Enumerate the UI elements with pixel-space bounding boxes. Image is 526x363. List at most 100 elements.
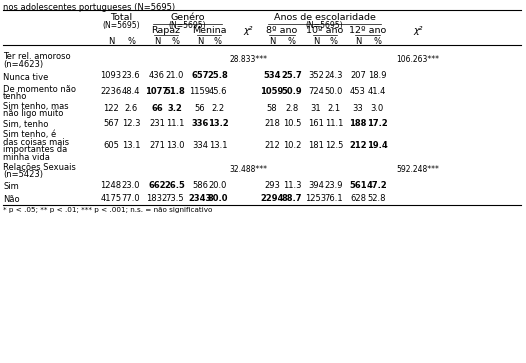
Text: 33: 33 [352, 104, 363, 113]
Text: 336: 336 [191, 119, 209, 128]
Text: N: N [355, 37, 361, 46]
Text: 567: 567 [103, 119, 119, 128]
Text: 50.0: 50.0 [325, 87, 343, 96]
Text: 334: 334 [192, 140, 208, 150]
Text: 212: 212 [349, 140, 367, 150]
Text: 2.8: 2.8 [286, 104, 299, 113]
Text: 1059: 1059 [260, 87, 284, 96]
Text: 231: 231 [149, 119, 165, 128]
Text: 32.488***: 32.488*** [229, 165, 267, 174]
Text: 23.6: 23.6 [122, 72, 140, 81]
Text: 218: 218 [264, 119, 280, 128]
Text: Não: Não [3, 195, 19, 204]
Text: 561: 561 [349, 181, 367, 190]
Text: Sim tenho, é: Sim tenho, é [3, 131, 56, 139]
Text: 586: 586 [192, 181, 208, 190]
Text: De momento não: De momento não [3, 85, 76, 94]
Text: 106.263***: 106.263*** [397, 54, 440, 64]
Text: 25.8: 25.8 [208, 72, 228, 81]
Text: 592.248***: 592.248*** [397, 165, 439, 174]
Text: N: N [197, 37, 203, 46]
Text: 534: 534 [263, 72, 281, 81]
Text: %: % [171, 37, 179, 46]
Text: %: % [127, 37, 135, 46]
Text: 122: 122 [103, 104, 119, 113]
Text: (N=5695): (N=5695) [102, 21, 140, 30]
Text: 52.8: 52.8 [368, 194, 386, 203]
Text: tenho: tenho [3, 92, 27, 101]
Text: 271: 271 [149, 140, 165, 150]
Text: Anos de escolaridade: Anos de escolaridade [274, 13, 376, 22]
Text: N: N [154, 37, 160, 46]
Text: 436: 436 [149, 72, 165, 81]
Text: (n=4623): (n=4623) [3, 60, 43, 69]
Text: 188: 188 [349, 119, 367, 128]
Text: 293: 293 [264, 181, 280, 190]
Text: %: % [214, 37, 222, 46]
Text: Nunca tive: Nunca tive [3, 73, 48, 82]
Text: 1077: 1077 [145, 87, 168, 96]
Text: %: % [330, 37, 338, 46]
Text: 17.2: 17.2 [367, 119, 387, 128]
Text: nos adolescentes portugueses (N=5695): nos adolescentes portugueses (N=5695) [3, 3, 175, 12]
Text: 1248: 1248 [100, 181, 122, 190]
Text: 12.3: 12.3 [122, 119, 140, 128]
Text: 11.3: 11.3 [283, 181, 301, 190]
Text: * p < .05; ** p < .01; *** p < .001; n.s. = não significativo: * p < .05; ** p < .01; *** p < .001; n.s… [3, 207, 213, 213]
Text: 13.0: 13.0 [166, 140, 184, 150]
Text: 31: 31 [311, 104, 321, 113]
Text: 47.2: 47.2 [367, 181, 387, 190]
Text: 12º ano: 12º ano [349, 26, 386, 35]
Text: Sim, tenho: Sim, tenho [3, 120, 48, 129]
Text: não ligo muito: não ligo muito [3, 109, 63, 118]
Text: χ²: χ² [413, 26, 423, 35]
Text: 23.0: 23.0 [122, 181, 140, 190]
Text: 18.9: 18.9 [368, 72, 386, 81]
Text: (n=5423): (n=5423) [3, 170, 43, 179]
Text: χ²: χ² [244, 26, 252, 35]
Text: 58: 58 [267, 104, 277, 113]
Text: 13.1: 13.1 [209, 140, 227, 150]
Text: 45.6: 45.6 [209, 87, 227, 96]
Text: Sim: Sim [3, 182, 19, 191]
Text: %: % [373, 37, 381, 46]
Text: 657: 657 [191, 72, 209, 81]
Text: 2236: 2236 [100, 87, 122, 96]
Text: 77.0: 77.0 [122, 194, 140, 203]
Text: 11.1: 11.1 [325, 119, 343, 128]
Text: Rapaz: Rapaz [151, 26, 180, 35]
Text: Ter rel. amoroso: Ter rel. amoroso [3, 52, 70, 61]
Text: 352: 352 [308, 72, 324, 81]
Text: N: N [108, 37, 114, 46]
Text: 724: 724 [308, 87, 324, 96]
Text: 207: 207 [350, 72, 366, 81]
Text: 41.4: 41.4 [368, 87, 386, 96]
Text: 20.0: 20.0 [209, 181, 227, 190]
Text: 73.5: 73.5 [166, 194, 184, 203]
Text: 1093: 1093 [100, 72, 122, 81]
Text: (N=5695): (N=5695) [169, 21, 206, 30]
Text: Total: Total [110, 13, 132, 22]
Text: %: % [288, 37, 296, 46]
Text: Relações Sexuais: Relações Sexuais [3, 163, 76, 171]
Text: N: N [313, 37, 319, 46]
Text: 181: 181 [308, 140, 324, 150]
Text: 10º ano: 10º ano [306, 26, 343, 35]
Text: 2294: 2294 [260, 194, 284, 203]
Text: 80.0: 80.0 [208, 194, 228, 203]
Text: 23.9: 23.9 [325, 181, 343, 190]
Text: 1253: 1253 [306, 194, 327, 203]
Text: 2.6: 2.6 [124, 104, 138, 113]
Text: 2.2: 2.2 [211, 104, 225, 113]
Text: 12.5: 12.5 [325, 140, 343, 150]
Text: 26.5: 26.5 [165, 181, 186, 190]
Text: 24.3: 24.3 [325, 72, 343, 81]
Text: 10.2: 10.2 [283, 140, 301, 150]
Text: 76.1: 76.1 [325, 194, 343, 203]
Text: 25.7: 25.7 [281, 72, 302, 81]
Text: 8º ano: 8º ano [266, 26, 298, 35]
Text: 66: 66 [151, 104, 163, 113]
Text: 453: 453 [350, 87, 366, 96]
Text: 3.2: 3.2 [168, 104, 183, 113]
Text: 19.4: 19.4 [367, 140, 387, 150]
